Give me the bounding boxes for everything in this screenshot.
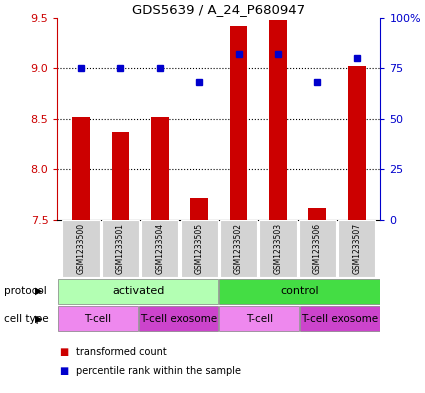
Bar	[139, 306, 218, 331]
Text: activated: activated	[112, 286, 164, 296]
Text: GSM1233500: GSM1233500	[76, 223, 85, 274]
Bar	[181, 220, 218, 277]
Text: GSM1233506: GSM1233506	[313, 223, 322, 274]
Bar	[259, 220, 297, 277]
Bar	[338, 220, 375, 277]
Text: GSM1233504: GSM1233504	[155, 223, 164, 274]
Text: GSM1233505: GSM1233505	[195, 223, 204, 274]
Bar	[151, 117, 169, 220]
Text: protocol: protocol	[4, 286, 47, 296]
Text: ■: ■	[60, 366, 69, 376]
Bar	[58, 306, 138, 331]
Bar	[230, 26, 247, 220]
Text: ▶: ▶	[35, 286, 43, 296]
Text: ■: ■	[60, 347, 69, 357]
Text: GSM1233503: GSM1233503	[273, 223, 283, 274]
Text: transformed count: transformed count	[76, 347, 167, 357]
Bar	[300, 306, 380, 331]
Bar	[220, 220, 257, 277]
Text: control: control	[280, 286, 319, 296]
Title: GDS5639 / A_24_P680947: GDS5639 / A_24_P680947	[132, 4, 306, 17]
Bar	[190, 198, 208, 220]
Bar	[62, 220, 99, 277]
Text: T-cell exosome: T-cell exosome	[140, 314, 217, 324]
Text: ▶: ▶	[35, 314, 43, 324]
Bar	[102, 220, 139, 277]
Text: T-cell exosome: T-cell exosome	[301, 314, 379, 324]
Bar	[348, 66, 366, 220]
Bar	[58, 279, 218, 304]
Text: T-cell: T-cell	[246, 314, 273, 324]
Bar	[299, 220, 336, 277]
Text: GSM1233502: GSM1233502	[234, 223, 243, 274]
Bar	[111, 132, 129, 220]
Text: T-cell: T-cell	[84, 314, 111, 324]
Bar	[72, 117, 90, 220]
Text: GSM1233507: GSM1233507	[352, 223, 361, 274]
Bar	[141, 220, 178, 277]
Text: percentile rank within the sample: percentile rank within the sample	[76, 366, 241, 376]
Bar	[219, 306, 299, 331]
Text: cell type: cell type	[4, 314, 49, 324]
Text: GSM1233501: GSM1233501	[116, 223, 125, 274]
Bar	[269, 20, 287, 220]
Bar	[219, 279, 380, 304]
Bar	[309, 208, 326, 220]
